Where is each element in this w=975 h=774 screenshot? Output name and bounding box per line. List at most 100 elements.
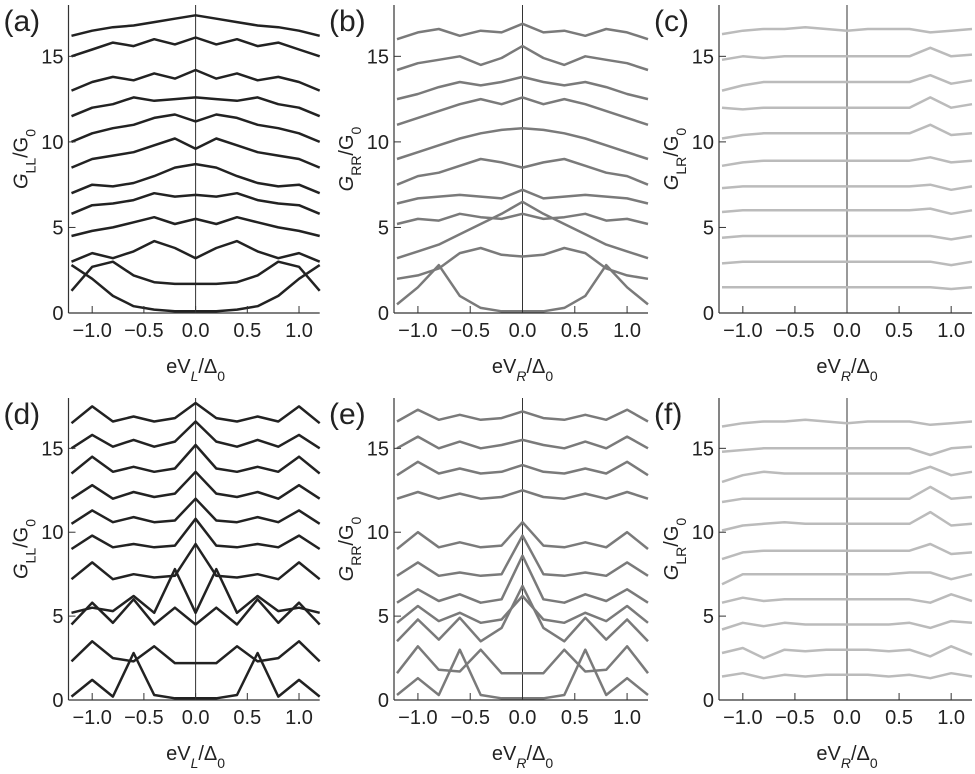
curve (396, 534, 649, 578)
x-tick-label: 0.5 (885, 320, 913, 342)
y-axis-title-part: 0 (348, 516, 364, 524)
x-tick-label: −0.5 (450, 320, 489, 342)
curve (71, 239, 321, 263)
panel-label: (e) (329, 398, 366, 431)
curve (396, 246, 649, 281)
x-axis-title-part: 0 (217, 368, 225, 384)
curve (721, 542, 973, 561)
curve (70, 260, 321, 292)
x-axis-title-part: R (516, 755, 526, 769)
curve (721, 260, 973, 267)
curve (396, 489, 649, 500)
y-axis-title-part: /G (336, 524, 358, 545)
y-tick-label: 5 (378, 217, 389, 239)
curve (721, 645, 973, 660)
curve (71, 215, 320, 238)
x-axis-title-part: eV (816, 356, 841, 378)
y-tick-label: 10 (367, 522, 389, 544)
curve (70, 517, 321, 551)
x-axis-title-part: eV (816, 743, 841, 765)
y-axis-title: GLR/G0 (661, 128, 689, 191)
y-axis-title: GLL/G0 (11, 129, 39, 189)
x-tick-label: −0.5 (450, 707, 489, 729)
curve (721, 619, 973, 631)
curve (70, 598, 321, 626)
curve (721, 234, 973, 241)
curve (721, 485, 973, 504)
x-axis-title-part: 0 (217, 755, 225, 769)
curve (721, 183, 973, 192)
x-tick-label: −1.0 (723, 707, 762, 729)
y-axis-title-part: G (336, 566, 358, 582)
panel-label: (b) (329, 5, 366, 38)
y-tick-label: 0 (703, 303, 714, 325)
curve (70, 470, 321, 500)
y-tick-label: 15 (367, 46, 389, 68)
y-tick-label: 0 (703, 690, 714, 712)
panel-label: (d) (4, 398, 41, 431)
x-tick-label: 1.0 (937, 707, 965, 729)
curve (70, 401, 321, 425)
curve (396, 96, 649, 126)
curve (71, 96, 321, 118)
y-axis-title-part: /G (661, 136, 683, 157)
curve (70, 443, 321, 475)
y-axis-title: GLR/G0 (661, 518, 689, 581)
y-axis-title-part: G (11, 563, 33, 579)
curve (396, 157, 649, 186)
curve (71, 567, 320, 615)
x-tick-label: 1.0 (613, 320, 641, 342)
x-axis-title-part: /Δ (526, 356, 545, 378)
curve (396, 200, 649, 260)
y-axis-title-part: LL (23, 158, 39, 174)
y-tick-label: 10 (692, 132, 714, 154)
y-axis-title-part: G (336, 176, 358, 192)
x-axis-title-part: 0 (545, 755, 553, 769)
y-axis-title-part: RR (348, 156, 364, 176)
y-tick-label: 5 (52, 217, 63, 239)
x-axis-title-part: /Δ (851, 356, 870, 378)
curve (70, 497, 321, 525)
x-tick-label: −1.0 (723, 320, 762, 342)
x-axis-title-part: 0 (545, 368, 553, 384)
curve (70, 542, 321, 581)
curve (71, 14, 320, 38)
curve (396, 460, 649, 477)
x-tick-label: 0.0 (182, 707, 210, 729)
x-axis-title-part: eV (492, 356, 517, 378)
y-axis-title-part: RR (348, 546, 364, 566)
y-tick-label: 5 (703, 606, 714, 628)
curve (721, 207, 973, 216)
x-tick-label: −0.5 (124, 707, 163, 729)
y-axis-title-part: /G (661, 526, 683, 547)
x-tick-label: 0.0 (509, 707, 537, 729)
x-tick-label: 1.0 (937, 320, 965, 342)
x-tick-label: −0.5 (775, 707, 814, 729)
curve (71, 137, 321, 169)
x-axis-title-part: /Δ (198, 356, 217, 378)
x-tick-label: 0.5 (561, 707, 589, 729)
x-axis-title-part: /Δ (851, 743, 870, 765)
y-tick-label: 0 (378, 690, 389, 712)
curve (721, 593, 973, 604)
x-axis-title: eVR/Δ0 (816, 356, 878, 384)
y-axis-title-part: LR (673, 547, 689, 565)
curve (721, 156, 973, 168)
curve (721, 25, 973, 36)
x-axis-title-part: /Δ (198, 743, 217, 765)
curve (721, 445, 973, 457)
y-axis-title-part: LR (673, 157, 689, 175)
x-tick-label: 0.0 (833, 320, 861, 342)
curve (71, 36, 321, 58)
y-axis-title-part: 0 (673, 518, 689, 526)
x-tick-label: 0.5 (233, 320, 261, 342)
curve (721, 571, 973, 586)
y-tick-label: 10 (41, 132, 63, 154)
curve (71, 191, 321, 215)
x-axis-title: eVR/Δ0 (492, 356, 554, 384)
curve (71, 113, 321, 144)
